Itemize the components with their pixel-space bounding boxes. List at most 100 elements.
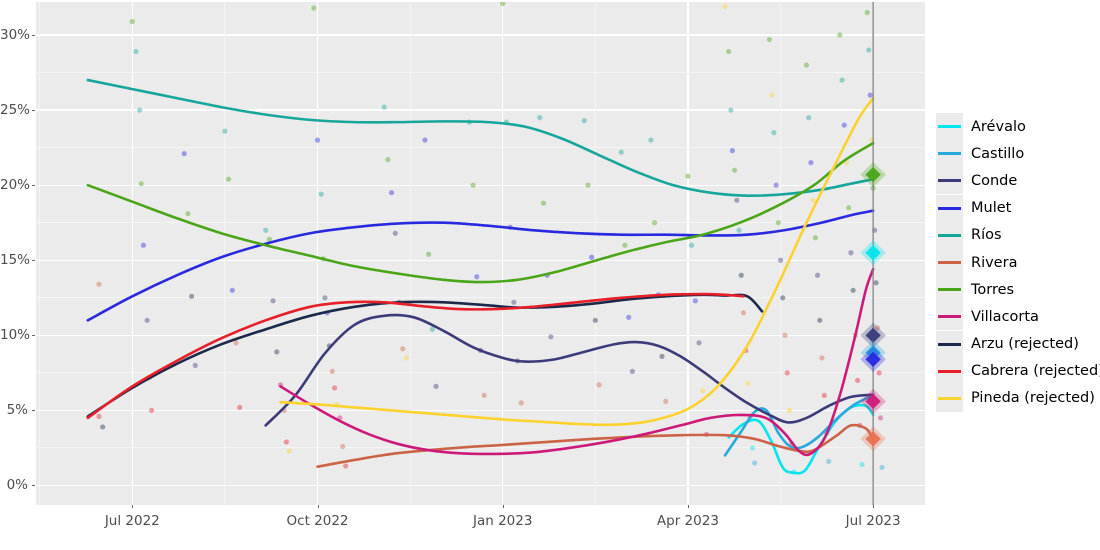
scatter-point <box>422 137 428 143</box>
endpoint-marker-rivera <box>860 426 886 452</box>
legend-line-swatch <box>938 342 961 346</box>
gridline-minor-vertical <box>224 2 226 505</box>
x-axis-tick-mark <box>502 505 504 508</box>
y-axis-tick-mark <box>32 185 35 187</box>
legend-item[interactable]: Arévalo <box>936 113 1100 141</box>
scatter-point <box>766 36 773 43</box>
legend-line-swatch <box>938 233 961 237</box>
y-axis-tick-mark <box>32 260 35 262</box>
y-axis-tick-label: 0% <box>6 477 28 494</box>
scatter-point <box>867 92 873 98</box>
scatter-point <box>511 299 517 305</box>
legend-item[interactable]: Conde <box>936 167 1100 195</box>
y-axis-tick-label: 5% <box>6 402 28 419</box>
gridline-minor-vertical <box>594 2 596 505</box>
legend-item[interactable]: Castillo <box>936 140 1100 168</box>
legend-item[interactable]: Arzu (rejected) <box>936 330 1100 358</box>
legend-line-swatch <box>938 315 961 319</box>
scatter-point <box>848 250 854 256</box>
scatter-point <box>652 220 658 226</box>
legend-color-key <box>936 384 963 412</box>
scatter-point <box>133 48 139 55</box>
scatter-point <box>874 325 881 331</box>
gridline-major-horizontal <box>36 184 925 186</box>
scatter-point <box>622 242 628 248</box>
scatter-point <box>841 122 847 128</box>
scatter-point <box>589 254 595 260</box>
scatter-point <box>433 383 439 389</box>
legend-item[interactable]: Cabrera (rejected) <box>936 357 1100 385</box>
scatter-point <box>876 370 882 376</box>
gridline-minor-vertical <box>39 2 41 505</box>
scatter-point <box>692 298 698 304</box>
y-axis-tick-label: 10% <box>0 327 31 344</box>
scatter-point <box>749 445 755 451</box>
scatter-point <box>866 47 872 53</box>
legend-color-key <box>936 357 963 385</box>
scatter-point <box>740 310 747 316</box>
gridline-major-vertical <box>316 2 319 505</box>
x-axis-tick-label: Apr 2023 <box>656 513 719 529</box>
legend-item[interactable]: Villacorta <box>936 303 1100 331</box>
scatter-point <box>548 334 554 340</box>
legend-line-swatch <box>938 125 961 129</box>
scatter-point <box>726 48 732 55</box>
scatter-point <box>729 148 735 154</box>
legend-color-key <box>936 276 963 304</box>
y-axis-tick-mark <box>32 110 35 112</box>
legend-line-swatch <box>938 152 961 156</box>
scatter-points-group <box>96 2 885 475</box>
gridline-major-horizontal <box>36 259 925 261</box>
scatter-point <box>850 287 856 293</box>
legend-item-label: Villacorta <box>971 308 1039 325</box>
legend-item-label: Arzu (rejected) <box>971 336 1079 353</box>
legend-item[interactable]: Rivera <box>936 249 1100 277</box>
scatter-point <box>266 236 272 242</box>
x-axis-tick-mark <box>132 505 134 508</box>
legend-line-swatch <box>938 261 961 265</box>
scatter-point <box>837 32 843 38</box>
scatter-point <box>222 128 228 134</box>
endpoint-marker-torres <box>860 161 886 188</box>
legend-item[interactable]: Pineda (rejected) <box>936 384 1100 412</box>
scatter-point <box>618 149 624 155</box>
scatter-point <box>784 370 790 376</box>
gridline-major-horizontal <box>36 409 925 412</box>
scatter-point <box>592 317 598 323</box>
endpoint-marker-core <box>865 167 881 183</box>
scatter-point <box>839 77 845 83</box>
scatter-point <box>736 227 742 233</box>
scatter-point <box>722 3 728 10</box>
y-axis-tick-mark <box>32 335 35 337</box>
scatter-point <box>819 355 825 361</box>
legend-item-label: Torres <box>971 281 1015 298</box>
legend: Arévalo Castillo Conde Mulet Ríos Rivera Torre… <box>936 113 1100 412</box>
scatter-point <box>648 137 654 143</box>
y-axis-tick-mark <box>32 485 35 487</box>
scatter-point <box>192 362 198 368</box>
legend-item[interactable]: Torres <box>936 276 1100 304</box>
scatter-point <box>96 413 102 420</box>
scatter-point <box>318 191 324 197</box>
gridline-minor-horizontal <box>36 222 925 224</box>
legend-item-label: Pineda (rejected) <box>971 390 1095 407</box>
scatter-point <box>229 287 235 293</box>
scatter-point <box>426 251 432 257</box>
scatter-point <box>659 353 665 359</box>
scatter-point <box>769 92 775 98</box>
legend-item-label: Arévalo <box>971 118 1026 135</box>
scatter-point <box>700 388 706 394</box>
scatter-point <box>581 118 587 124</box>
scatter-point <box>181 151 187 157</box>
x-axis-tick-label: Jul 2022 <box>104 513 160 529</box>
legend-line-swatch <box>938 369 961 373</box>
legend-item[interactable]: Mulet <box>936 194 1100 222</box>
scatter-point <box>780 295 786 301</box>
scatter-point <box>481 392 487 398</box>
legend-item[interactable]: Ríos <box>936 221 1100 249</box>
scatter-point <box>185 211 191 217</box>
series-line-torres <box>86 141 875 284</box>
scatter-point <box>237 404 243 410</box>
x-axis-tick-mark <box>687 505 689 508</box>
